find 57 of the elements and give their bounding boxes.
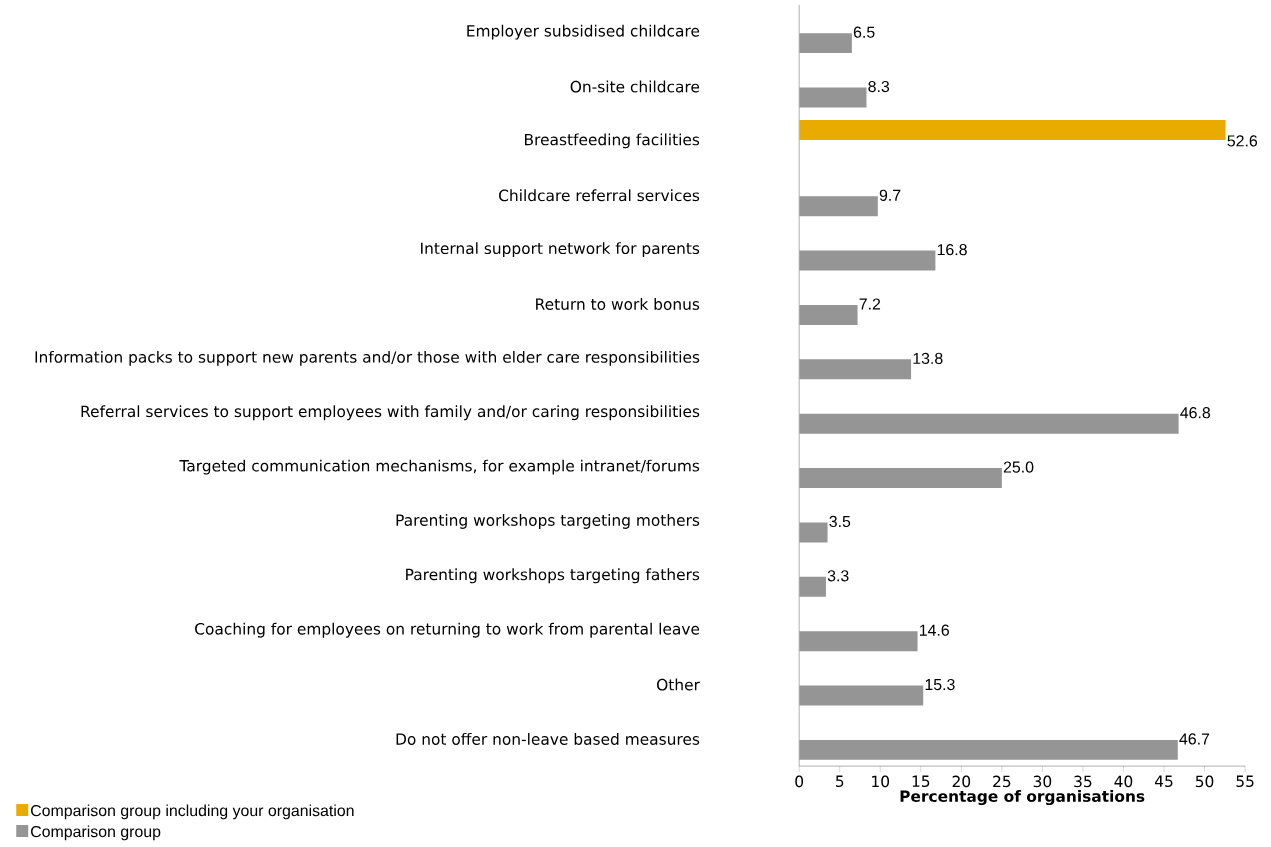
bar bbox=[799, 631, 918, 652]
x-tick-label: 15 bbox=[912, 775, 930, 788]
data-label: 8.3 bbox=[868, 80, 890, 93]
bar bbox=[799, 576, 826, 597]
x-tick-label: 10 bbox=[872, 775, 890, 788]
x-tick-label: 50 bbox=[1195, 775, 1214, 788]
legend-label: Comparison group bbox=[31, 825, 161, 841]
data-label: 46.7 bbox=[1179, 733, 1210, 745]
y-tick-label: Parenting workshops targeting fathers bbox=[406, 568, 700, 584]
y-tick-label: Targeted communication mechanisms, for example intranet/forums bbox=[179, 459, 700, 475]
data-label: 6.5 bbox=[853, 26, 875, 38]
data-label: 15.3 bbox=[925, 678, 955, 691]
y-tick-label: On-site childcare bbox=[570, 80, 700, 93]
x-tick-label: 35 bbox=[1074, 775, 1092, 788]
data-label: 9.7 bbox=[879, 189, 901, 201]
data-label: 3.5 bbox=[829, 515, 851, 528]
legend-label: Comparison group including your organisation bbox=[31, 804, 354, 820]
bar bbox=[799, 196, 878, 217]
y-tick-label: Other bbox=[657, 678, 700, 691]
y-tick-label: Employer subsidised childcare bbox=[467, 24, 700, 40]
data-label: 25.0 bbox=[1003, 461, 1034, 473]
data-label: 7.2 bbox=[859, 298, 881, 310]
data-label: 46.8 bbox=[1180, 407, 1211, 419]
x-tick-label: 25 bbox=[993, 775, 1011, 788]
bar bbox=[799, 413, 1179, 434]
bar bbox=[799, 33, 852, 54]
data-label: 16.8 bbox=[937, 244, 967, 256]
x-tick-label: 45 bbox=[1154, 775, 1173, 788]
y-tick-label: Information packs to support new parents and/or those with elder care responsibilities bbox=[35, 350, 700, 366]
x-tick-label: 20 bbox=[952, 775, 971, 788]
data-label: 52.6 bbox=[1227, 135, 1258, 147]
bar bbox=[799, 250, 936, 271]
bar bbox=[799, 522, 828, 543]
bar bbox=[799, 305, 858, 325]
x-tick-label: 55 bbox=[1236, 775, 1254, 788]
y-tick-label: Internal support network for parents bbox=[421, 242, 700, 258]
y-tick-label: Do not offer non-leave based measures bbox=[396, 733, 700, 745]
y-tick-label: Childcare referral services bbox=[499, 189, 700, 202]
y-tick-label: Return to work bonus bbox=[536, 298, 700, 310]
y-tick-label: Coaching for employees on returning to work from parental leave bbox=[195, 622, 700, 638]
y-tick-label: Referral services to support employees with family and/or caring responsibilities bbox=[81, 405, 700, 421]
x-tick-label: 40 bbox=[1114, 775, 1133, 788]
bar bbox=[799, 468, 1002, 489]
x-tick-label: 30 bbox=[1033, 775, 1052, 788]
bar bbox=[799, 87, 867, 108]
y-tick-label: Breastfeeding facilities bbox=[525, 133, 700, 149]
y-tick-label: Parenting workshops targeting mothers bbox=[396, 514, 700, 529]
data-label: 13.8 bbox=[913, 352, 943, 365]
bar bbox=[799, 359, 912, 380]
x-tick-label: 0 bbox=[795, 775, 804, 788]
bar bbox=[799, 685, 924, 706]
data-label: 14.6 bbox=[919, 624, 949, 636]
x-tick-label: 5 bbox=[836, 775, 844, 788]
data-label: 3.3 bbox=[827, 570, 849, 582]
bar bbox=[799, 119, 1226, 140]
x-axis-title: Percentage of organisations bbox=[900, 790, 1145, 806]
bar bbox=[799, 739, 1178, 760]
